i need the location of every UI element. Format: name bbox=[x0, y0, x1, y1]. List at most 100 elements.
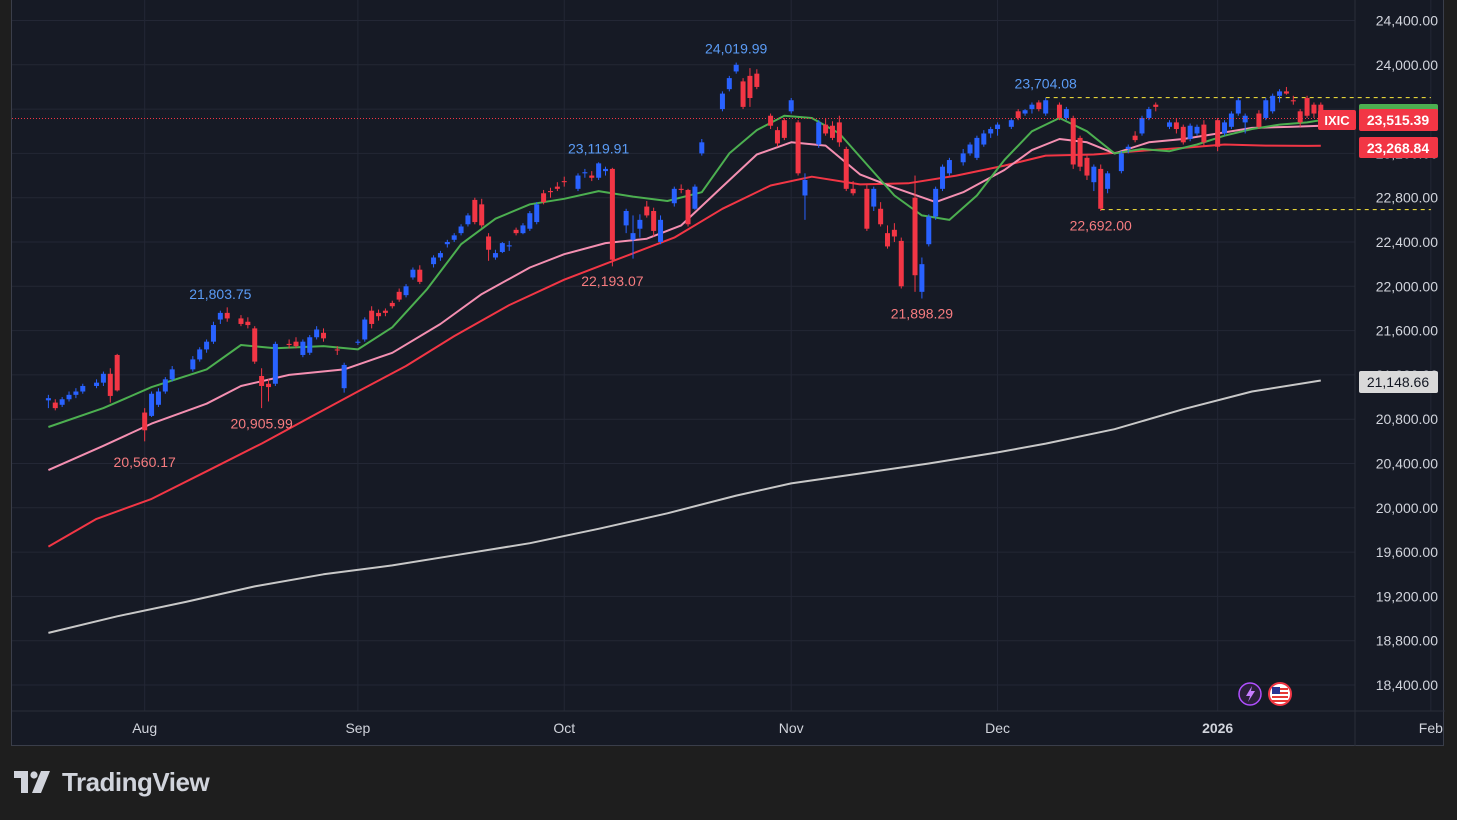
candle bbox=[1029, 102, 1035, 114]
candle bbox=[768, 113, 774, 130]
candle-body bbox=[437, 253, 443, 258]
candle bbox=[609, 167, 615, 267]
candle-body bbox=[66, 394, 72, 400]
candle-body bbox=[1139, 117, 1145, 134]
candle bbox=[444, 239, 450, 248]
candle-body bbox=[1304, 98, 1310, 116]
candle bbox=[341, 362, 347, 393]
x-tick-label: Sep bbox=[345, 720, 370, 736]
candle-body bbox=[1242, 115, 1248, 123]
candle bbox=[1070, 115, 1076, 169]
candle bbox=[293, 337, 299, 349]
candle-body bbox=[486, 236, 492, 250]
candle-body bbox=[1043, 100, 1049, 114]
candle bbox=[802, 173, 808, 220]
candle-body bbox=[816, 122, 822, 145]
candle-body bbox=[59, 399, 65, 405]
candle-body bbox=[898, 240, 904, 287]
candle-body bbox=[1215, 120, 1221, 147]
ma-long-badge[interactable]: 21,148.66 bbox=[1359, 371, 1438, 393]
candle-body bbox=[314, 329, 320, 338]
candle-body bbox=[410, 269, 416, 278]
candle-body bbox=[768, 115, 774, 126]
candle-body bbox=[451, 235, 457, 240]
lightning-icon[interactable] bbox=[1238, 682, 1262, 706]
candle-body bbox=[1187, 125, 1193, 140]
candle-body bbox=[692, 186, 698, 209]
candle-body bbox=[492, 253, 498, 258]
candle-body bbox=[155, 391, 161, 405]
candle-body bbox=[995, 124, 1001, 130]
y-tick-label: 18,400.00 bbox=[1376, 677, 1438, 693]
candle-body bbox=[658, 219, 664, 242]
candle bbox=[1063, 106, 1069, 121]
candle-body bbox=[238, 318, 244, 324]
candle bbox=[1105, 171, 1111, 194]
candle-body bbox=[1125, 146, 1131, 149]
tradingview-logo[interactable]: TradingView bbox=[14, 766, 210, 798]
candle-body bbox=[630, 233, 636, 240]
candle bbox=[1215, 117, 1221, 152]
candle bbox=[259, 368, 265, 409]
price-annotation: 22,692.00 bbox=[1070, 218, 1132, 234]
candle-body bbox=[795, 122, 801, 174]
candle-body bbox=[926, 216, 932, 245]
y-tick-label: 22,400.00 bbox=[1376, 234, 1438, 250]
price-chart[interactable]: 21,803.75 20,560.17 20,905.99 23,119.91 22,1… bbox=[12, 0, 1445, 746]
candle bbox=[197, 347, 203, 362]
candle bbox=[541, 189, 547, 205]
candle-body bbox=[1256, 113, 1262, 127]
candle-body bbox=[829, 125, 835, 138]
candle bbox=[1297, 109, 1303, 127]
candle-body bbox=[527, 213, 533, 229]
y-tick-label: 22,000.00 bbox=[1376, 278, 1438, 294]
candle bbox=[210, 321, 216, 344]
candle-body bbox=[513, 229, 519, 234]
candles bbox=[45, 62, 1324, 442]
candle bbox=[1153, 102, 1159, 112]
price-annotations: 21,803.75 20,560.17 20,905.99 23,119.91 22,1… bbox=[114, 41, 1133, 470]
us-flag-icon[interactable] bbox=[1268, 682, 1292, 706]
candle bbox=[403, 284, 409, 298]
candle-body bbox=[224, 312, 230, 319]
candle-body bbox=[204, 341, 210, 350]
candle bbox=[651, 207, 657, 237]
candle-body bbox=[162, 379, 168, 392]
ma-slow-badge[interactable]: 23,268.84 bbox=[1359, 137, 1438, 158]
candle bbox=[575, 173, 581, 192]
candle bbox=[967, 142, 973, 156]
candle bbox=[1077, 135, 1083, 172]
candle bbox=[66, 391, 72, 402]
last-price-badge[interactable]: 23,515.39 bbox=[1359, 109, 1438, 131]
candle-body bbox=[403, 286, 409, 296]
candle bbox=[1132, 131, 1138, 143]
ma-long-badge-label: 21,148.66 bbox=[1367, 374, 1429, 390]
candle bbox=[1139, 115, 1145, 136]
symbol-badge[interactable]: IXIC bbox=[1318, 110, 1356, 130]
candle-body bbox=[1311, 104, 1317, 114]
candle bbox=[142, 408, 148, 442]
candle-body bbox=[623, 210, 629, 226]
candle bbox=[382, 308, 388, 317]
candle-body bbox=[396, 291, 402, 300]
candle-body bbox=[609, 168, 615, 260]
candle bbox=[885, 225, 891, 249]
time-axis[interactable]: Aug Sep Oct Nov Dec 2026 Feb bbox=[12, 710, 1445, 736]
candle bbox=[878, 202, 884, 227]
candle-body bbox=[547, 191, 553, 193]
y-tick-label: 20,400.00 bbox=[1376, 456, 1438, 472]
candle bbox=[912, 175, 918, 292]
candle bbox=[396, 288, 402, 302]
price-annotation: 22,193.07 bbox=[581, 273, 643, 289]
candle bbox=[100, 371, 106, 386]
candle bbox=[376, 309, 382, 321]
candle-body bbox=[499, 243, 505, 252]
chart-panel[interactable]: 21,803.75 20,560.17 20,905.99 23,119.91 22,1… bbox=[11, 0, 1445, 746]
candle-body bbox=[45, 398, 51, 401]
candle-body bbox=[80, 385, 86, 392]
candle-body bbox=[1029, 104, 1035, 110]
candle bbox=[1263, 98, 1269, 121]
candle bbox=[719, 91, 725, 112]
candle-body bbox=[1098, 168, 1104, 209]
candle-body bbox=[1022, 110, 1028, 114]
